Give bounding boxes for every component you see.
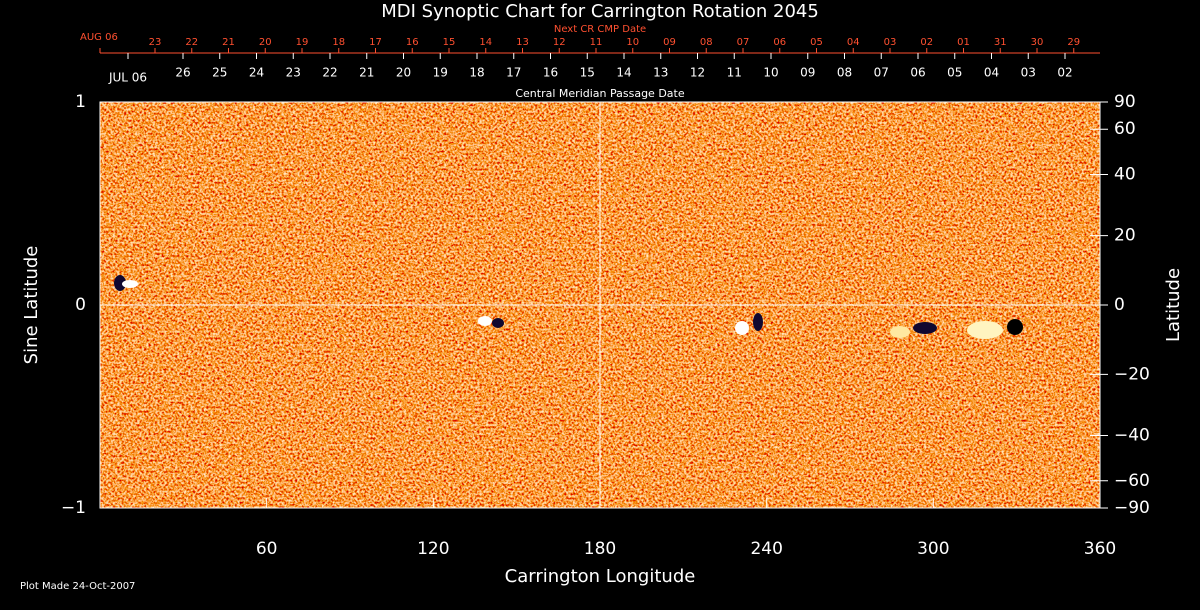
top-date-label: 03 xyxy=(884,37,897,48)
cmp-date-label: 19 xyxy=(433,66,448,80)
cmp-date-label: 12 xyxy=(690,66,705,80)
y2-tick-label: −40 xyxy=(1114,425,1150,445)
top-date-label: 21 xyxy=(222,37,235,48)
top-date-label: 19 xyxy=(296,37,309,48)
y-tick-label: 0 xyxy=(75,295,86,315)
y2-tick-label: −20 xyxy=(1114,364,1150,384)
top-date-label: 23 xyxy=(149,37,162,48)
top-date-label: 14 xyxy=(479,37,492,48)
top-date-label: 15 xyxy=(443,37,456,48)
top-date-label: 16 xyxy=(406,37,419,48)
x-tick-label: 300 xyxy=(917,539,949,559)
x-tick-label: 360 xyxy=(1084,539,1116,559)
y2-tick-label: 60 xyxy=(1114,119,1136,139)
cmp-date-label: 26 xyxy=(175,66,190,80)
top-date-label: 05 xyxy=(810,37,823,48)
y2-tick-label: 90 xyxy=(1114,92,1136,112)
x-tick-label: 60 xyxy=(256,539,278,559)
top-date-label: 08 xyxy=(700,37,713,48)
cmp-date-label: 15 xyxy=(580,66,595,80)
top-date-label: 22 xyxy=(185,37,198,48)
cmp-date-label: 18 xyxy=(469,66,484,80)
top-date-label: 29 xyxy=(1067,37,1080,48)
cmp-date-label: 17 xyxy=(506,66,521,80)
top-date-label: 04 xyxy=(847,37,860,48)
cmp-date-label: 23 xyxy=(286,66,301,80)
top-date-label: 13 xyxy=(516,37,529,48)
top-date-label: 30 xyxy=(1031,37,1044,48)
y-tick-label: −1 xyxy=(61,498,86,518)
cmp-date-label: 03 xyxy=(1021,66,1036,80)
top-date-label: 09 xyxy=(663,37,676,48)
top-date-label: 02 xyxy=(920,37,933,48)
cmp-date-label: 10 xyxy=(763,66,778,80)
footer: Plot Made 24-Oct-2007 xyxy=(20,581,135,592)
top-date-label: 01 xyxy=(957,37,970,48)
cmp-date-label: 05 xyxy=(947,66,962,80)
cmp-date-label: 16 xyxy=(543,66,558,80)
cmp-date-label: JUL 06 xyxy=(108,71,147,85)
cmp-date-label: 24 xyxy=(249,66,264,80)
y-tick-label: 1 xyxy=(75,92,86,112)
cmp-date-label: 25 xyxy=(212,66,227,80)
cmp-date-label: 22 xyxy=(322,66,337,80)
top-date-label: 20 xyxy=(259,37,272,48)
cmp-date-label: 21 xyxy=(359,66,374,80)
top-axis-title: Next CR CMP Date xyxy=(554,24,646,35)
top-date-label: 06 xyxy=(773,37,786,48)
top-date-label: AUG 06 xyxy=(80,32,118,43)
x-tick-label: 120 xyxy=(417,539,449,559)
cmp-date-label: 02 xyxy=(1057,66,1072,80)
y2-tick-label: 40 xyxy=(1114,165,1136,185)
cmp-date-label: 14 xyxy=(616,66,631,80)
y2-tick-label: 0 xyxy=(1114,295,1125,315)
top-date-label: 17 xyxy=(369,37,382,48)
top-date-label: 11 xyxy=(590,37,603,48)
active-regions xyxy=(114,275,1023,339)
top-date-label: 07 xyxy=(737,37,750,48)
top-date-label: 12 xyxy=(553,37,566,48)
cmp-date-label: 08 xyxy=(837,66,852,80)
cmp-date-label: 20 xyxy=(396,66,411,80)
y2-axis-label: Latitude xyxy=(1163,268,1184,342)
cmp-axis-title: Central Meridian Passage Date xyxy=(515,87,684,100)
x-tick-label: 180 xyxy=(584,539,616,559)
cmp-date-label: 07 xyxy=(874,66,889,80)
top-date-label: 10 xyxy=(626,37,639,48)
x-tick-label: 240 xyxy=(750,539,782,559)
y2-tick-label: 20 xyxy=(1114,226,1136,246)
top-date-label: 31 xyxy=(994,37,1007,48)
x-axis-label: Carrington Longitude xyxy=(505,566,696,587)
top-date-label: 18 xyxy=(332,37,345,48)
chart-title: MDI Synoptic Chart for Carrington Rotati… xyxy=(381,1,819,22)
cmp-date-label: 09 xyxy=(800,66,815,80)
y2-tick-label: −60 xyxy=(1114,471,1150,491)
y-axis-label: Sine Latitude xyxy=(21,246,42,365)
cmp-date-label: 04 xyxy=(984,66,999,80)
cmp-date-label: 06 xyxy=(910,66,925,80)
y2-tick-label: −90 xyxy=(1114,498,1150,518)
cmp-date-label: 13 xyxy=(653,66,668,80)
cmp-date-label: 11 xyxy=(727,66,742,80)
